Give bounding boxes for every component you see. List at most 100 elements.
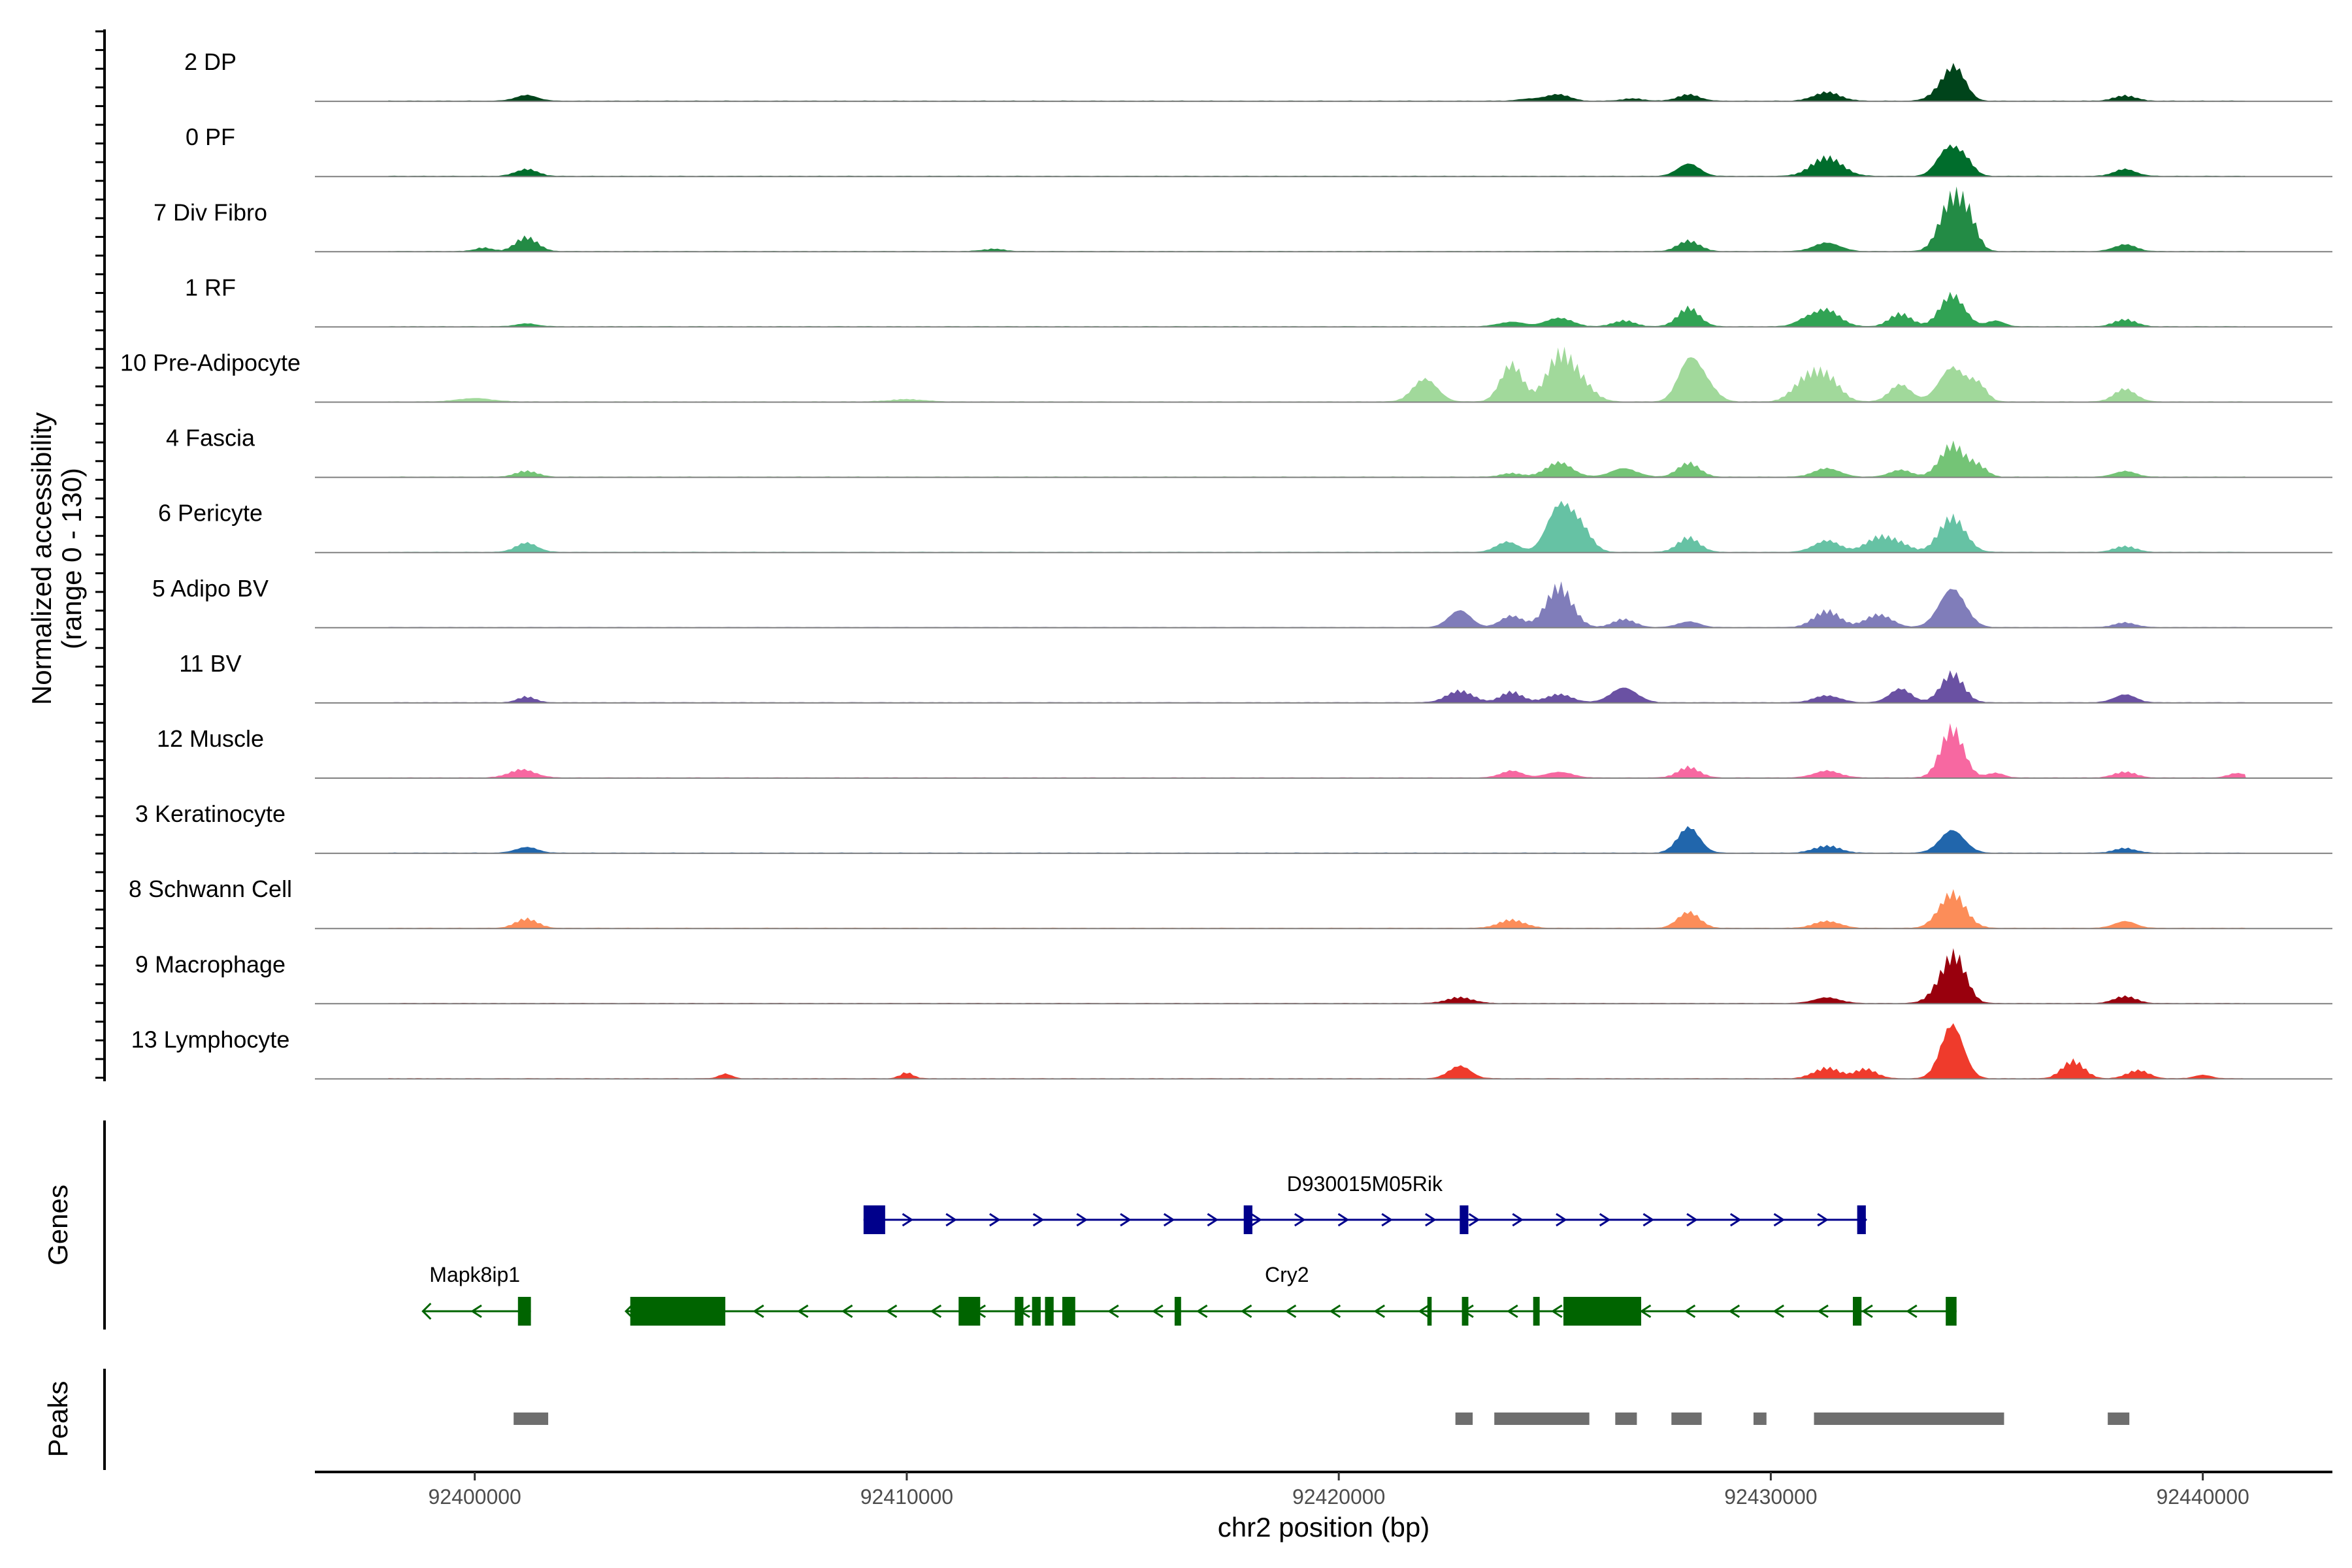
exon-cry2	[1015, 1297, 1024, 1326]
exon-cry2	[1563, 1297, 1642, 1326]
strand-arrow-cry2	[930, 1304, 942, 1318]
y-axis	[95, 29, 106, 1081]
strand-arrow-cry2	[752, 1304, 764, 1318]
strand-arrow-cry2	[1329, 1304, 1341, 1318]
exon-d930015m05rik	[1857, 1205, 1866, 1234]
peak-region	[2108, 1413, 2130, 1425]
strand-arrow-mapk8ip1	[470, 1304, 482, 1318]
coverage-area-1-rf	[388, 291, 2246, 327]
strand-arrow-d930015m05rik	[1729, 1213, 1742, 1227]
strand-arrow-cry2	[1817, 1304, 1829, 1318]
coverage-area-5-adipo-bv	[388, 581, 2246, 628]
exon-d930015m05rik	[863, 1205, 885, 1234]
strand-arrow-cry2	[1418, 1304, 1429, 1318]
peak-regions	[514, 1413, 2130, 1425]
track-label-8-schwann-cell: 8 Schwann Cell	[129, 875, 292, 902]
track-label-2-dp: 2 DP	[184, 48, 237, 75]
track-label-6-pericyte: 6 Pericyte	[158, 500, 263, 527]
gene-name-cry2: Cry2	[1265, 1263, 1309, 1286]
gene-name-mapk8ip1: Mapk8ip1	[429, 1263, 520, 1286]
exon-cry2	[1062, 1297, 1075, 1326]
exon-cry2	[630, 1297, 726, 1326]
strand-arrow-d930015m05rik	[989, 1213, 1001, 1227]
strand-arrow-d930015m05rik	[1512, 1213, 1524, 1227]
strand-arrow-d930015m05rik	[902, 1213, 914, 1227]
track-label-0-pf: 0 PF	[186, 123, 235, 150]
y-axis-ticks	[95, 30, 105, 1079]
strand-arrow-d930015m05rik	[1425, 1213, 1437, 1227]
coverage-area-12-muscle	[388, 723, 2246, 778]
x-axis-tick-label: 92430000	[1724, 1485, 1817, 1509]
gene-models: D930015M05Rik Mapk8ip1 Cry2	[421, 1172, 1957, 1326]
peak-region	[1671, 1413, 1702, 1425]
strand-arrow-d930015m05rik	[1337, 1213, 1350, 1227]
peak-region	[1753, 1413, 1767, 1425]
coverage-area-9-macrophage	[388, 948, 2246, 1004]
strand-arrow-d930015m05rik	[1120, 1213, 1132, 1227]
exon-cry2	[958, 1297, 981, 1326]
track-label-10-pre-adipocyte: 10 Pre-Adipocyte	[120, 350, 301, 376]
strand-arrow-d930015m05rik	[1381, 1213, 1393, 1227]
strand-arrow-d930015m05rik	[1207, 1213, 1219, 1227]
x-axis-title: chr2 position (bp)	[1218, 1512, 1430, 1543]
coverage-area-13-lymphocyte	[388, 1023, 2246, 1079]
strand-arrow-cry2	[1507, 1304, 1518, 1318]
coverage-area-10-pre-adipocyte	[388, 346, 2246, 402]
track-label-5-adipo-bv: 5 Adipo BV	[152, 575, 269, 602]
strand-arrow-cry2	[1196, 1304, 1208, 1318]
strand-arrow-cry2	[1684, 1304, 1696, 1318]
strand-arrow-cry2	[1906, 1304, 1918, 1318]
strand-arrow-cry2	[1639, 1304, 1652, 1318]
track-label-12-muscle: 12 Muscle	[157, 725, 264, 752]
coverage-area-4-fascia	[388, 440, 2246, 478]
strand-arrow-d930015m05rik	[1642, 1213, 1655, 1227]
strand-arrow-cry2	[1772, 1304, 1784, 1318]
gene-name-d930015m05rik: D930015M05Rik	[1287, 1172, 1443, 1196]
track-label-11-bv: 11 BV	[179, 650, 241, 677]
exon-cry2	[1946, 1297, 1957, 1326]
coverage-area-7-div-fibro	[388, 186, 2246, 252]
strand-arrow-cry2	[1284, 1304, 1297, 1318]
x-axis-tick-label: 92420000	[1292, 1485, 1385, 1509]
coverage-area-8-schwann-cell	[388, 889, 2246, 929]
coverage-area-2-dp	[388, 63, 2246, 102]
exon-cry2	[1533, 1297, 1540, 1326]
track-label-9-macrophage: 9 Macrophage	[135, 951, 286, 977]
coverage-area-6-pericyte	[388, 500, 2246, 553]
track-label-13-lymphocyte: 13 Lymphocyte	[131, 1026, 290, 1053]
x-axis-tick-label: 92400000	[428, 1485, 521, 1509]
peak-region	[514, 1413, 549, 1425]
strand-arrow-cry2	[1861, 1304, 1873, 1318]
strand-arrow-d930015m05rik	[1076, 1213, 1088, 1227]
coverage-area-0-pf	[388, 144, 2246, 177]
strand-arrow-d930015m05rik	[1468, 1213, 1480, 1227]
strand-arrow-d930015m05rik	[1773, 1213, 1786, 1227]
strand-arrow-cry2	[1728, 1304, 1740, 1318]
strand-arrow-d930015m05rik	[945, 1213, 957, 1227]
strand-arrow-cry2	[1107, 1304, 1119, 1318]
strand-arrow-d930015m05rik	[1556, 1213, 1567, 1227]
strand-arrow-cry2	[1373, 1304, 1385, 1318]
strand-arrow-cry2	[1151, 1304, 1164, 1318]
track-label-3-keratinocyte: 3 Keratinocyte	[135, 800, 286, 827]
exon-cry2	[1174, 1297, 1181, 1326]
exon-d930015m05rik	[1243, 1205, 1252, 1234]
strand-arrow-d930015m05rik	[1294, 1213, 1306, 1227]
peak-region	[1814, 1413, 2004, 1425]
strand-arrow-cry2	[1550, 1304, 1563, 1318]
peak-region	[1615, 1413, 1637, 1425]
y-axis-title-line2: (range 0 - 130)	[56, 468, 87, 649]
peak-region	[1494, 1413, 1590, 1425]
exon-cry2	[1462, 1297, 1469, 1326]
track-label-7-div-fibro: 7 Div Fibro	[154, 199, 267, 225]
exon-cry2	[1427, 1297, 1432, 1326]
strand-arrow-cry2	[885, 1304, 898, 1318]
exon-mapk8ip1	[517, 1297, 531, 1326]
strand-arrow-d930015m05rik	[1599, 1213, 1611, 1227]
strand-arrow-d930015m05rik	[1686, 1213, 1698, 1227]
exon-cry2	[1032, 1297, 1041, 1326]
strand-tip-mapk8ip1	[421, 1302, 432, 1320]
strand-arrow-d930015m05rik	[1032, 1213, 1045, 1227]
strand-arrow-cry2	[1240, 1304, 1252, 1318]
